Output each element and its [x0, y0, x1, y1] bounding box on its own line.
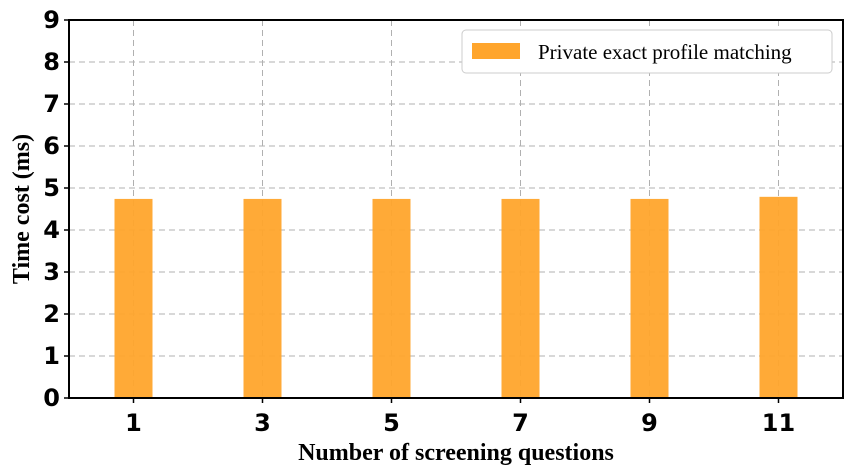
y-tick-label: 9	[43, 6, 60, 34]
x-tick-label: 11	[762, 409, 795, 437]
y-tick-label: 0	[43, 384, 60, 412]
legend: Private exact profile matching	[461, 29, 833, 74]
x-tick-label: 7	[512, 409, 529, 437]
y-tick-label: 2	[43, 300, 60, 328]
y-tick-label: 6	[43, 132, 60, 160]
bar	[243, 198, 282, 398]
bar	[759, 196, 798, 398]
x-tick-label: 1	[125, 409, 142, 437]
y-tick-label: 5	[43, 174, 60, 202]
bars	[114, 196, 798, 398]
y-axis-label: Time cost (ms)	[9, 134, 35, 284]
legend-box	[461, 29, 833, 74]
x-tick-label: 9	[641, 409, 658, 437]
x-tick-label: 3	[254, 409, 271, 437]
legend-swatch	[472, 43, 520, 59]
legend-label: Private exact profile matching	[538, 40, 792, 64]
plot-frame	[68, 19, 844, 399]
x-axis-label: Number of screening questions	[298, 440, 614, 466]
bar	[630, 198, 669, 398]
y-tick-label: 1	[43, 342, 60, 370]
bar	[501, 198, 540, 398]
y-tick-label: 3	[43, 258, 60, 286]
x-axis-ticks: 1 3 5 7 9 11	[125, 398, 795, 437]
bar	[114, 198, 153, 398]
y-axis-ticks: 0 1 2 3 4 5 6 7 8 9	[43, 6, 69, 412]
x-tick-label: 5	[383, 409, 400, 437]
y-tick-label: 8	[43, 48, 60, 76]
y-tick-label: 4	[43, 216, 60, 244]
y-tick-label: 7	[43, 90, 60, 118]
bar	[372, 198, 411, 398]
grid	[69, 20, 843, 398]
